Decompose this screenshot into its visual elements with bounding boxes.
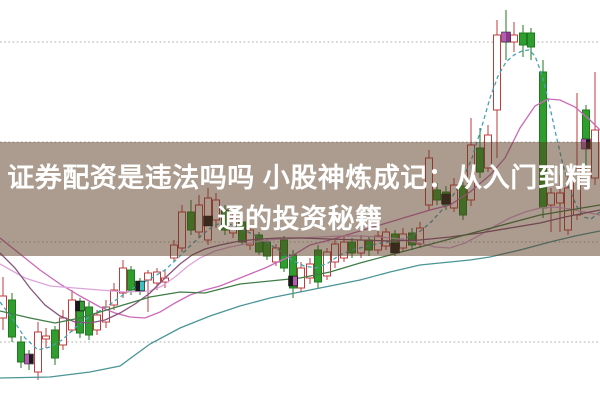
title-line-2: 通的投资秘籍 <box>217 204 383 234</box>
title-banner: 证券配资是违法吗吗 小股神炼成记：从入门到精 通的投资秘籍 <box>0 142 600 256</box>
ma-fast-cyan <box>0 49 600 351</box>
title-line-1: 证券配资是违法吗吗 小股神炼成记：从入门到精 <box>7 163 593 193</box>
